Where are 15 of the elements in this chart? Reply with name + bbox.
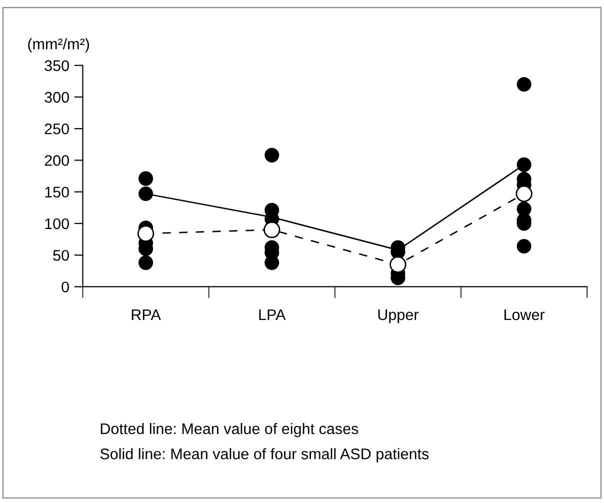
- y-tick-label: 300: [44, 92, 69, 103]
- text: Solid line: Mean value of four small ASD patients: [100, 448, 429, 462]
- x-tick-label: RPA: [132, 309, 161, 320]
- x-tick-label: Lower: [504, 309, 545, 320]
- text: Dotted line: Mean value of eight cases: [100, 422, 358, 438]
- y-axis-title: (mm²/m²): [28, 38, 90, 52]
- y-tick-label: 250: [44, 123, 69, 134]
- x-tick-label: LPA: [259, 309, 286, 320]
- y-tick-label: 350: [44, 60, 69, 72]
- y-tick-label: 150: [45, 186, 69, 198]
- y-tick-label: 100: [45, 218, 69, 230]
- y-tick-label: 0: [62, 282, 69, 292]
- y-tick-label: 50: [53, 250, 69, 261]
- y-tick-label: 200: [44, 155, 69, 166]
- x-tick-label: Upper: [378, 309, 419, 324]
